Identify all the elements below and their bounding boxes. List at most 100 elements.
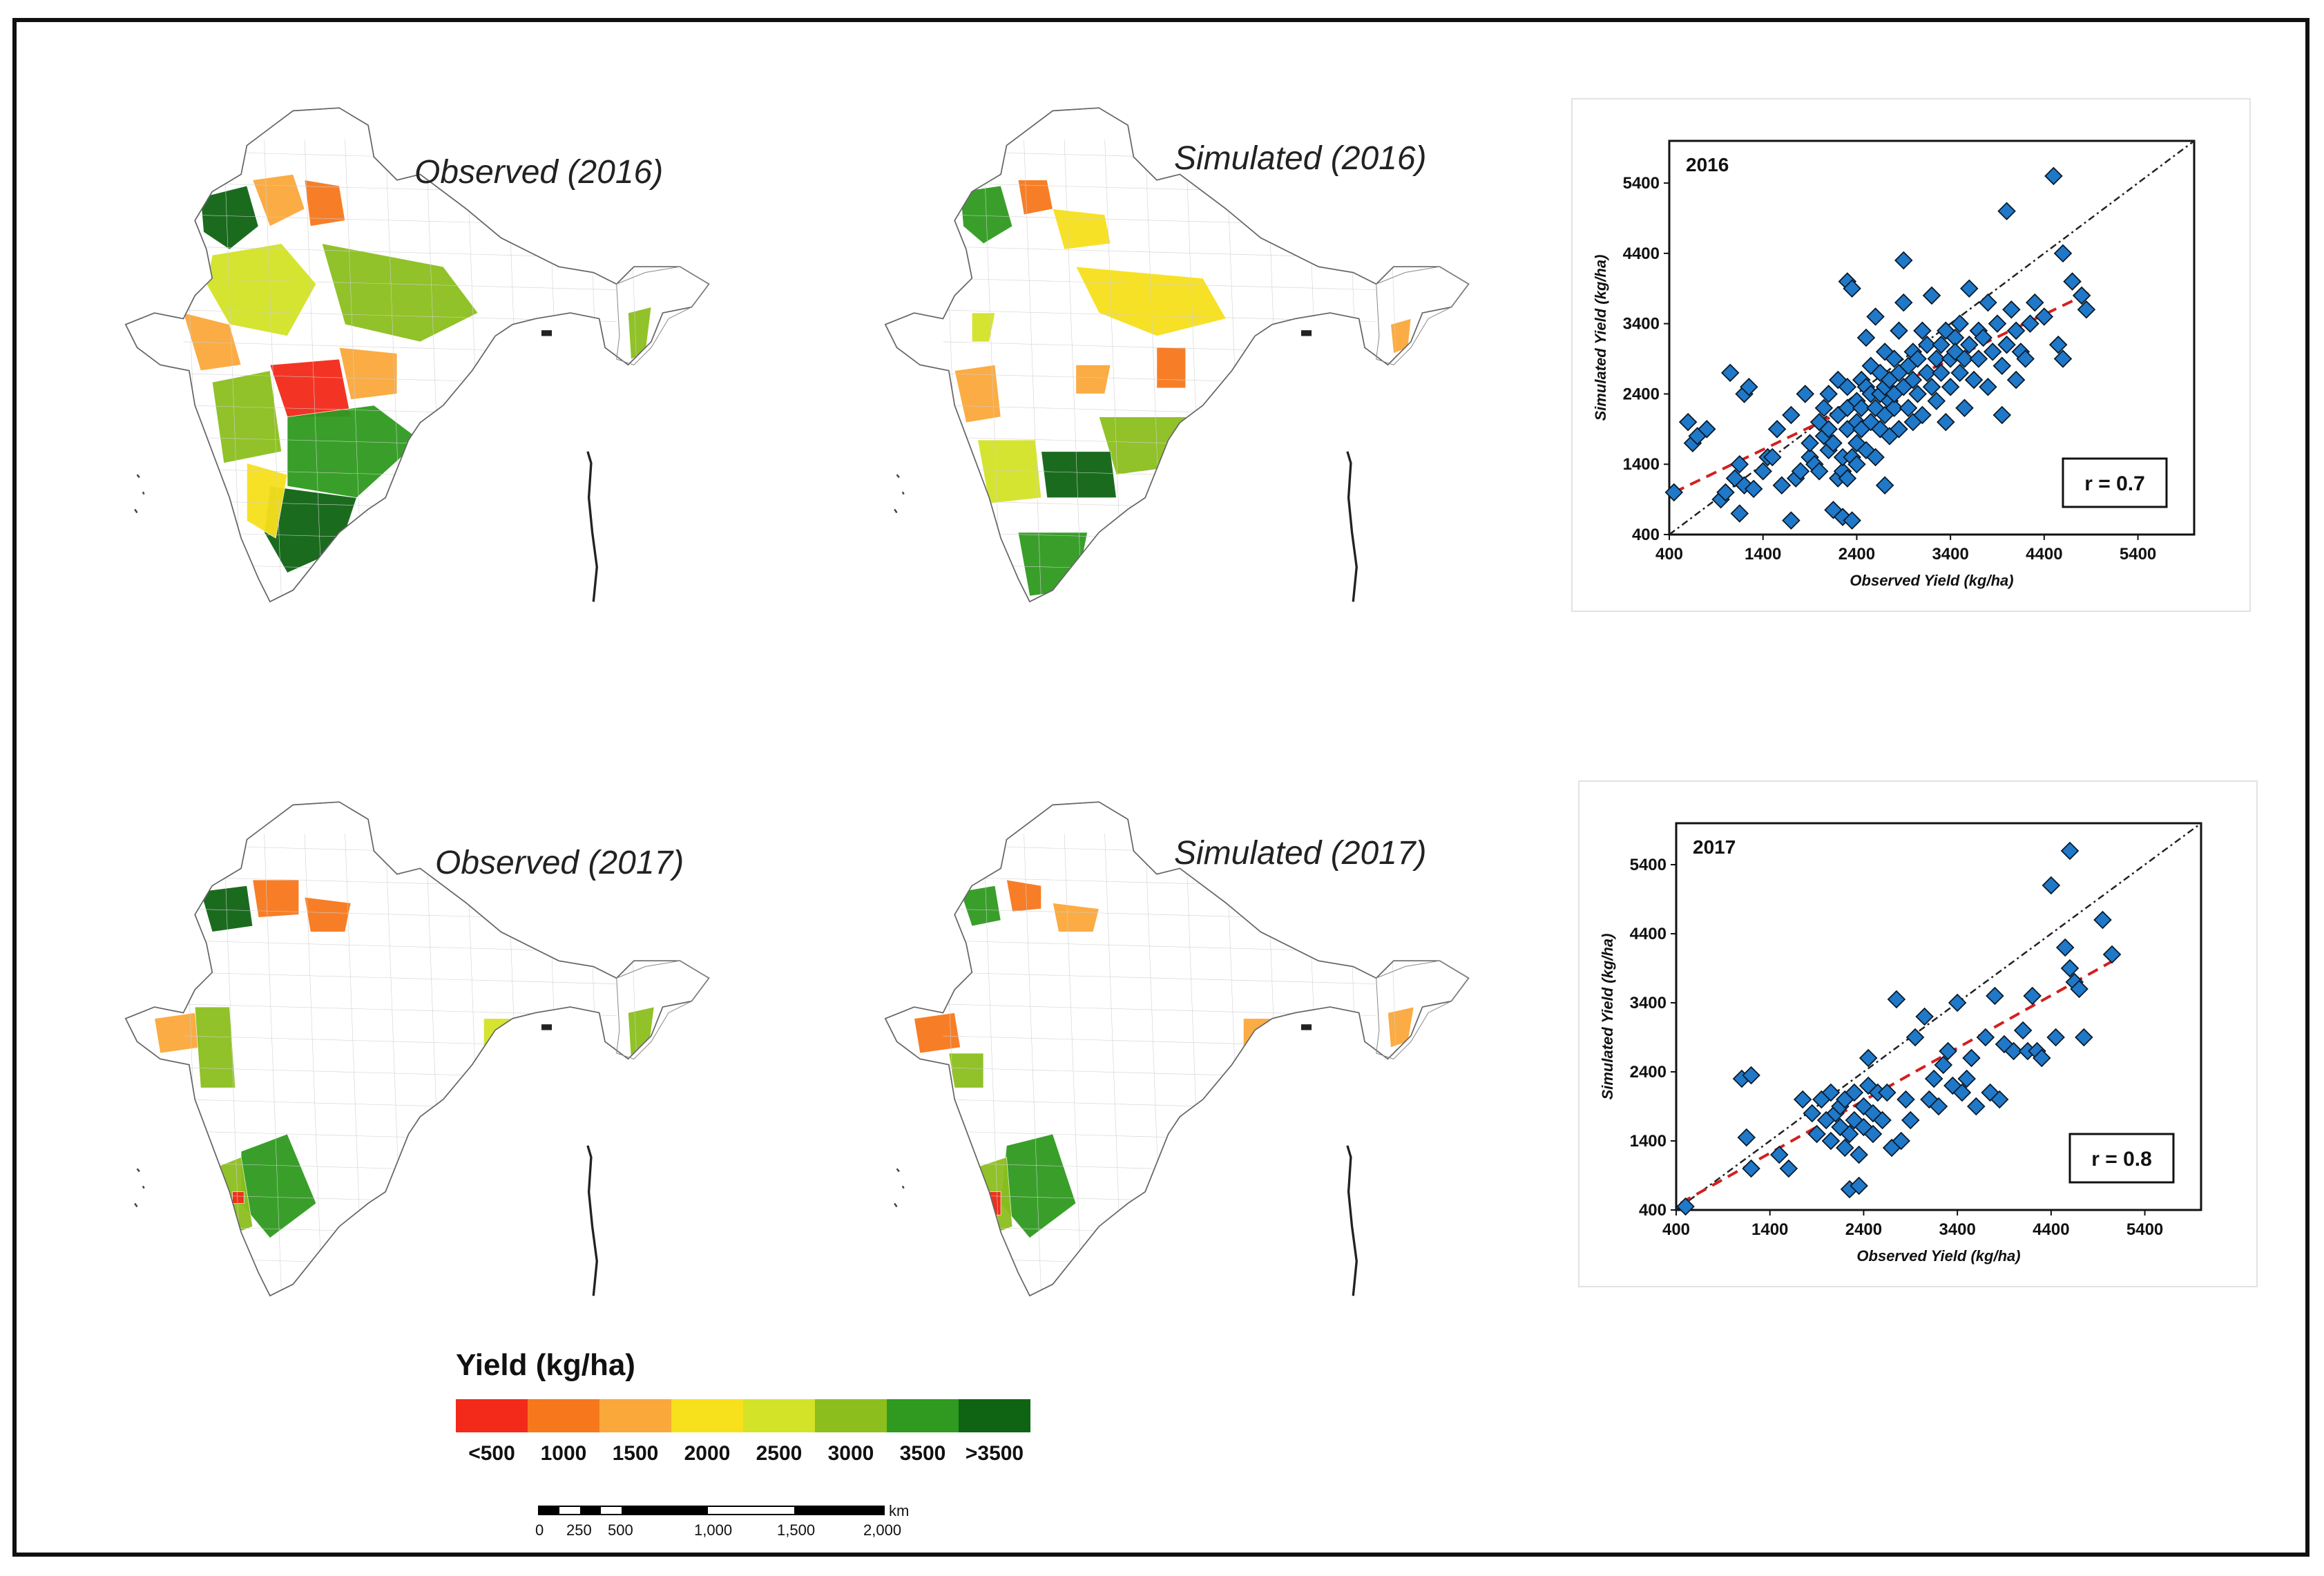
map-observed-2017 bbox=[97, 736, 732, 1371]
district-fill bbox=[154, 1012, 201, 1054]
district-boundary bbox=[943, 972, 1376, 984]
data-point bbox=[1890, 321, 1908, 340]
scatter-panel-2016: 400 1400 2400 3400 4400 5400 400 1400 2400 3400 44… bbox=[1571, 98, 2251, 612]
data-point bbox=[1720, 363, 1740, 383]
data-point bbox=[1899, 398, 1918, 418]
district-fill bbox=[960, 885, 1001, 927]
bangladesh-marker bbox=[541, 330, 553, 336]
data-point bbox=[1866, 307, 1885, 326]
data-point bbox=[2063, 272, 2082, 291]
data-point bbox=[1960, 335, 1979, 354]
district-fill bbox=[1006, 879, 1041, 912]
data-point bbox=[1969, 349, 1988, 368]
data-point bbox=[1955, 398, 1974, 418]
data-point bbox=[2013, 1021, 2033, 1040]
district-fill bbox=[1052, 903, 1099, 932]
data-point bbox=[1744, 479, 1763, 499]
data-point bbox=[1905, 1028, 1925, 1047]
data-point bbox=[1885, 349, 1903, 368]
data-point bbox=[1856, 328, 1876, 347]
data-point bbox=[1929, 1097, 1948, 1116]
data-point bbox=[2070, 979, 2088, 999]
x-tick-label: 400 bbox=[1662, 1220, 1690, 1239]
data-point bbox=[1960, 279, 1979, 298]
data-point bbox=[1814, 398, 1834, 418]
data-point bbox=[1885, 398, 1903, 418]
district-fill bbox=[252, 879, 300, 918]
map-simulated-2016 bbox=[856, 41, 1492, 677]
chart-title: 2017 bbox=[1693, 836, 1736, 858]
bangladesh-marker bbox=[1301, 330, 1312, 336]
data-point bbox=[1974, 328, 1992, 347]
x-tick-label: 1400 bbox=[1745, 545, 1781, 564]
x-tick-label: 3400 bbox=[1932, 545, 1968, 564]
scatter-chart-2017: 400 1400 2400 3400 4400 5400 400 1400 2400 3400 44… bbox=[1599, 822, 2202, 1265]
northeast-border bbox=[1376, 266, 1470, 365]
data-point bbox=[2035, 307, 2054, 326]
data-point bbox=[1878, 1083, 1896, 1102]
data-point bbox=[2006, 370, 2026, 390]
bangladesh-marker bbox=[1301, 1024, 1312, 1030]
data-point bbox=[1957, 1069, 1976, 1088]
x-tick-label: 5400 bbox=[2120, 545, 2156, 564]
data-point bbox=[1678, 412, 1698, 432]
district-fill bbox=[338, 347, 398, 400]
y-tick-label: 400 bbox=[1632, 526, 1660, 544]
district-boundary bbox=[983, 834, 1001, 1296]
x-tick-label: 3400 bbox=[1939, 1220, 1975, 1239]
data-point bbox=[1887, 990, 1906, 1009]
andaman-islands bbox=[1346, 451, 1358, 602]
scale-label-1000: 1,000 bbox=[694, 1521, 732, 1539]
data-point bbox=[1821, 1083, 1841, 1102]
district-boundary bbox=[223, 140, 242, 602]
y-axis-label: Simulated Yield (kg/ha) bbox=[1599, 934, 1616, 1100]
data-point bbox=[1754, 462, 1772, 481]
legend-title: Yield (kg/ha) bbox=[456, 1348, 635, 1382]
district-boundary bbox=[1064, 834, 1082, 1296]
data-point bbox=[1859, 1048, 1878, 1068]
data-point bbox=[1903, 370, 1923, 390]
district-fill bbox=[182, 312, 242, 372]
data-point bbox=[2053, 349, 2073, 368]
data-point bbox=[2016, 349, 2035, 368]
x-tick-label: 2400 bbox=[1845, 1220, 1882, 1239]
data-point bbox=[1908, 349, 1927, 368]
bangladesh-marker bbox=[541, 1024, 553, 1030]
data-point bbox=[1962, 1048, 1981, 1068]
country-border bbox=[124, 801, 710, 1297]
data-point bbox=[1782, 405, 1800, 425]
x-tick-label: 4400 bbox=[2026, 545, 2062, 564]
y-axis-label: Simulated Yield (kg/ha) bbox=[1592, 255, 1609, 421]
data-point bbox=[1979, 293, 1997, 312]
data-point bbox=[1763, 448, 1782, 467]
andaman-islands bbox=[1346, 1145, 1358, 1296]
x-tick-label: 4400 bbox=[2033, 1220, 2069, 1239]
data-point bbox=[2048, 335, 2068, 354]
scale-label-1500: 1,500 bbox=[777, 1521, 815, 1539]
data-point bbox=[1770, 1145, 1789, 1164]
data-point bbox=[1854, 1117, 1873, 1137]
data-point bbox=[1979, 377, 1997, 396]
data-point bbox=[1819, 420, 1838, 439]
y-tick-label: 3400 bbox=[1630, 994, 1667, 1012]
district-fill bbox=[1075, 266, 1227, 336]
lakshadweep-islands bbox=[134, 1168, 145, 1208]
lakshadweep-islands bbox=[894, 1168, 905, 1208]
legend-swatch bbox=[887, 1399, 959, 1432]
data-point bbox=[2055, 938, 2075, 957]
data-point bbox=[1976, 1028, 1995, 1047]
andaman-islands bbox=[586, 1145, 598, 1296]
data-point bbox=[2102, 945, 2122, 964]
data-point bbox=[1932, 335, 1950, 354]
district-boundary bbox=[183, 972, 617, 984]
data-point bbox=[2023, 986, 2042, 1006]
scale-label-0: 0 bbox=[535, 1521, 544, 1539]
scale-label-250: 250 bbox=[566, 1521, 592, 1539]
legend-swatch bbox=[743, 1399, 815, 1432]
district-fill bbox=[1156, 347, 1187, 389]
legend-label: 2500 bbox=[756, 1442, 803, 1465]
legend-labels: <500 1000 1500 2000 2500 3000 3500 >3500 bbox=[456, 1442, 1030, 1466]
legend-label: 1000 bbox=[540, 1442, 587, 1465]
scale-label-2000: 2,000 bbox=[863, 1521, 901, 1539]
correlation-label: r = 0.8 bbox=[2091, 1148, 2152, 1171]
